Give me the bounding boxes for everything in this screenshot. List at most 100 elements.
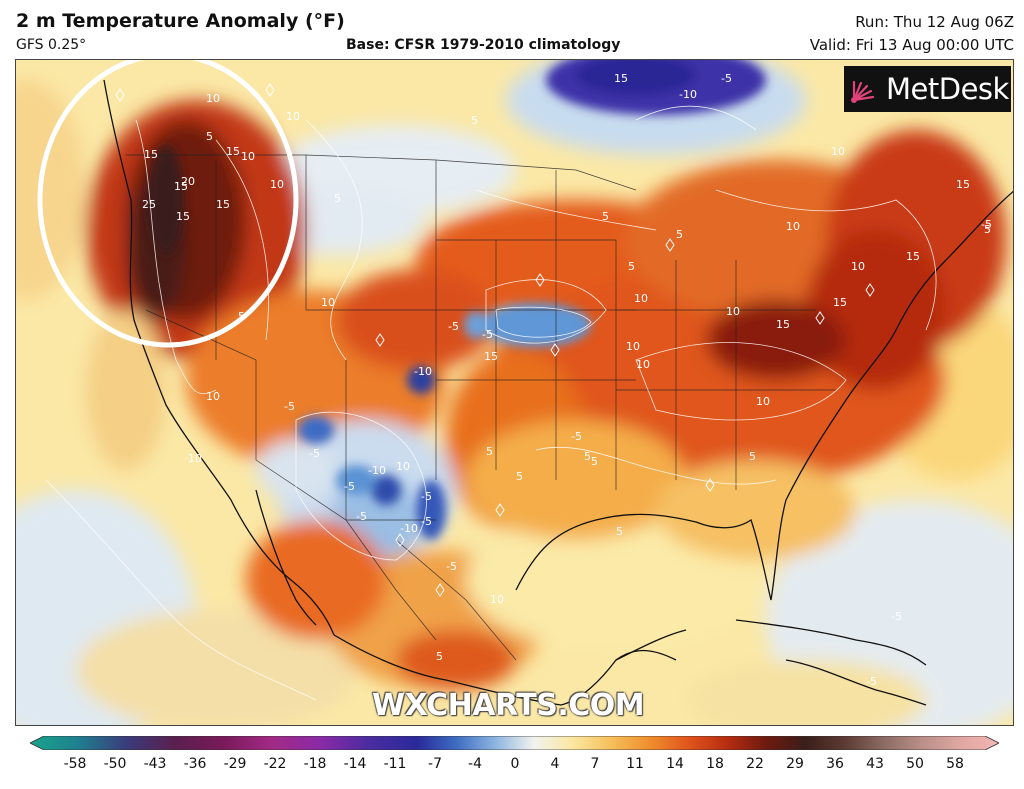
model-label: GFS 0.25° — [16, 37, 87, 53]
tick-label: 22 — [746, 756, 764, 772]
logo-text: MetDesk — [886, 72, 1009, 106]
contour-label: 10 — [626, 340, 640, 353]
chart-title: 2 m Temperature Anomaly (°F) — [16, 10, 345, 32]
contour-label: 15 — [176, 210, 190, 223]
contour-label: 15 — [216, 198, 230, 211]
contour-label: 10 — [726, 305, 740, 318]
contour-label: 15 — [614, 72, 628, 85]
tick-label: -14 — [343, 756, 367, 772]
tick-label: -36 — [183, 756, 207, 772]
contour-label: 15 — [833, 296, 847, 309]
contour-label: 10 — [396, 460, 410, 473]
tick-label: 36 — [826, 756, 844, 772]
contour-label: -5 — [981, 218, 992, 231]
contour-label: -5 — [356, 510, 367, 523]
contour-label: 10 — [206, 92, 220, 105]
tick-label: -43 — [143, 756, 167, 772]
contour-label: -5 — [421, 515, 432, 528]
contour-label: 15 — [484, 350, 498, 363]
contour-label: 5 — [436, 650, 443, 663]
contour-label: -5 — [866, 675, 877, 688]
contour-label: 10 — [188, 452, 202, 465]
tick-label: 43 — [866, 756, 884, 772]
contour-label: 5 — [616, 525, 623, 538]
contour-label: -5 — [446, 560, 457, 573]
tick-label: 11 — [626, 756, 644, 772]
contour-label: 5 — [486, 445, 493, 458]
contour-label: 15 — [226, 145, 240, 158]
contour-label: -5 — [309, 447, 320, 460]
contour-label: 5 — [984, 223, 991, 236]
tick-label: -7 — [428, 756, 442, 772]
contour-label: 10 — [270, 178, 284, 191]
contour-label: 15 — [956, 178, 970, 191]
contour-label: 10 — [206, 390, 220, 403]
metdesk-logo: MetDesk — [844, 66, 1011, 112]
contour-label: 10 — [756, 395, 770, 408]
contour-label: 20 — [181, 175, 195, 188]
tick-label: -58 — [63, 756, 87, 772]
contour-label: 15 — [144, 148, 158, 161]
tick-label: -18 — [303, 756, 327, 772]
contour-label: 5 — [591, 455, 598, 468]
contour-label: 15 — [174, 180, 188, 193]
admin-borders — [126, 154, 836, 661]
contour-label: -5 — [891, 610, 902, 623]
contour-label: 5 — [334, 192, 341, 205]
tick-label: 0 — [510, 756, 520, 772]
tick-label: 29 — [786, 756, 804, 772]
tick-label: 7 — [590, 756, 600, 772]
contour-label: -10 — [414, 365, 432, 378]
tick-label: 50 — [906, 756, 924, 772]
anomaly-map: 15 -10 -5 10 15 5 10 5 15 20 25 15 15 10… — [15, 59, 1014, 726]
contour-label: -5 — [284, 400, 295, 413]
tick-label: -11 — [383, 756, 407, 772]
contour-label: 10 — [241, 150, 255, 163]
tick-label: -29 — [223, 756, 247, 772]
contour-label: 10 — [321, 296, 335, 309]
run-time: Run: Thu 12 Aug 06Z — [855, 13, 1014, 31]
contour-label: -10 — [400, 522, 418, 535]
coastlines — [103, 79, 1013, 706]
tick-label: 18 — [706, 756, 724, 772]
color-scale-ticks: -58 -50 -43 -36 -29 -22 -18 -14 -11 -7 -4 0 4 7 11 14 18… — [0, 756, 1024, 774]
contour-label: 5 — [749, 450, 756, 463]
contour-label: 5 — [628, 260, 635, 273]
contour-label: 15 — [776, 318, 790, 331]
color-scale-bar — [29, 735, 1000, 751]
contour-label: 10 — [786, 220, 800, 233]
tick-label: 4 — [550, 756, 560, 772]
contour-lines — [45, 105, 937, 701]
contour-label: 5 — [471, 114, 478, 127]
tick-label: 14 — [666, 756, 684, 772]
contour-label: -5 — [344, 480, 355, 493]
sunburst-logo-icon — [851, 80, 875, 103]
contour-label: -10 — [368, 464, 386, 477]
contour-label: -10 — [679, 88, 697, 101]
contour-label: 25 — [142, 198, 156, 211]
tick-label: 58 — [946, 756, 964, 772]
extrema-markers — [115, 83, 875, 597]
contour-label: 10 — [831, 145, 845, 158]
contour-label: 10 — [851, 260, 865, 273]
contour-label: 10 — [490, 593, 504, 606]
valid-time: Valid: Fri 13 Aug 00:00 UTC — [809, 36, 1014, 54]
tick-label: -50 — [103, 756, 127, 772]
contour-label: 5 — [206, 130, 213, 143]
contour-label: 15 — [906, 250, 920, 263]
anomaly-features — [148, 60, 766, 540]
watermark: WXCHARTS.COM — [372, 688, 645, 723]
contour-label: 10 — [636, 358, 650, 371]
contour-label: 5 — [676, 228, 683, 241]
tick-label: -22 — [263, 756, 287, 772]
contour-label-layer: 15 -10 -5 10 15 5 10 5 15 20 25 15 15 10… — [142, 72, 992, 688]
tick-label: -4 — [468, 756, 482, 772]
contour-label: 10 — [286, 110, 300, 123]
contour-label: -5 — [421, 490, 432, 503]
contour-label: -5 — [448, 320, 459, 333]
contour-label: 10 — [634, 292, 648, 305]
contour-label: 5 — [584, 450, 591, 463]
highlight-circle — [37, 60, 299, 348]
contour-label: 5 — [602, 210, 609, 223]
contour-label: 5 — [516, 470, 523, 483]
